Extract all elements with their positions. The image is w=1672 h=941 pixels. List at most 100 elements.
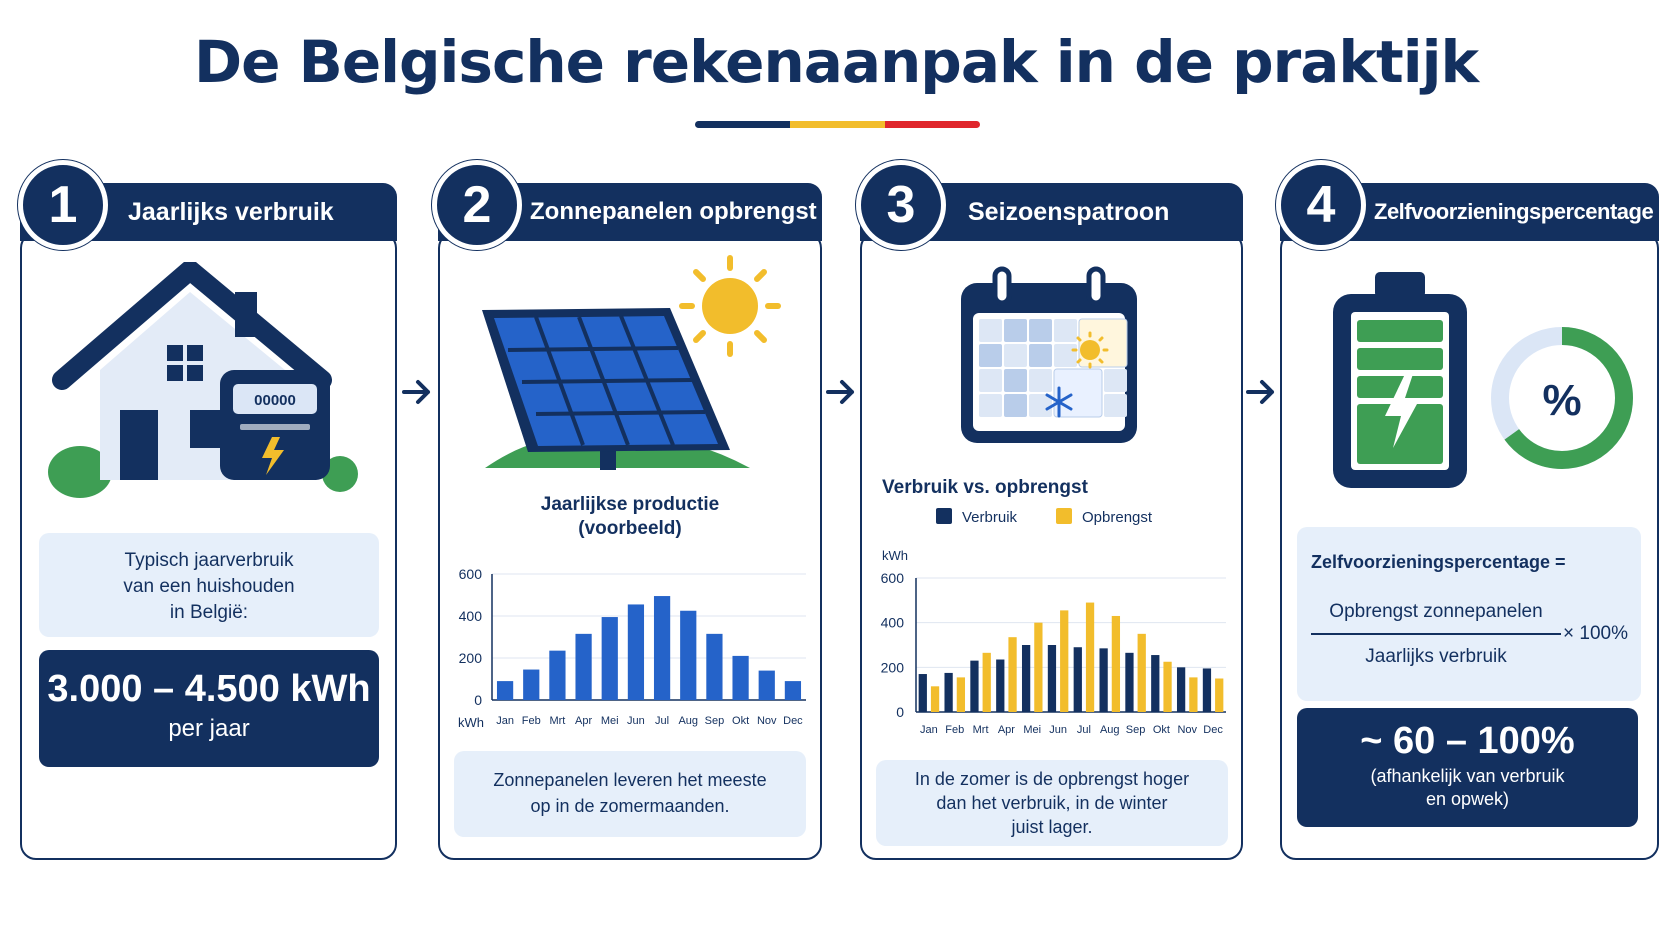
flag-stripe-yellow — [790, 121, 885, 128]
bar — [653, 596, 671, 700]
bar — [1111, 615, 1121, 712]
bar — [784, 681, 802, 700]
comparison-bar-chart: Verbruik Opbrengst kWh 0 200 400 600 Jan Feb Mrt A… — [881, 508, 1226, 736]
x-tick-label: Mei — [601, 715, 619, 727]
calendar-day-cell — [979, 344, 1002, 367]
y-axis-label: kWh — [458, 715, 484, 730]
bar — [1163, 661, 1172, 712]
page-title: De Belgische rekenaanpak in de praktijk — [193, 28, 1479, 96]
result-note-line: (afhankelijk van verbruik — [1370, 766, 1565, 786]
bar — [706, 633, 723, 700]
step-1-heading: Jaarlijks verbruik — [128, 198, 334, 226]
house-meter-illustration: 00000 — [48, 262, 358, 498]
solar-panel-illustration — [482, 255, 781, 470]
bar — [1137, 633, 1146, 712]
y-tick-label: 200 — [881, 659, 905, 675]
caption-line: op in de zomermaanden. — [530, 796, 730, 816]
bar — [496, 681, 514, 700]
bar — [918, 674, 927, 712]
x-tick-label: Jan — [496, 715, 514, 727]
meter-display: 00000 — [254, 392, 296, 409]
bar — [1008, 637, 1017, 712]
chart-title-line: (voorbeeld) — [578, 518, 682, 539]
bar — [523, 669, 540, 700]
fraction-line — [1311, 633, 1561, 635]
bar — [944, 672, 953, 712]
caption-line: juist lager. — [1011, 817, 1093, 837]
chart-title-line: Jaarlijkse productie — [540, 494, 720, 515]
bar — [1021, 645, 1031, 712]
lightning-icon — [1385, 374, 1417, 448]
flag-stripe-black — [695, 121, 790, 128]
bar — [1176, 667, 1186, 712]
calendar-day-cell — [1054, 319, 1077, 342]
bar — [758, 670, 775, 700]
calendar-day-cell — [1054, 344, 1077, 367]
percentage-gauge: % — [1491, 327, 1633, 469]
percent-icon: % — [1542, 376, 1581, 425]
y-tick-label: 0 — [896, 704, 904, 720]
x-tick-label: Aug — [678, 715, 698, 727]
arrow-right-icon — [826, 380, 854, 404]
caption-line: Zonnepanelen leveren het meeste — [493, 770, 767, 790]
caption-line: dan het verbruik, in de winter — [936, 793, 1168, 813]
lightning-icon — [262, 437, 284, 475]
calendar-day-cell — [1004, 369, 1027, 392]
y-tick-label: 600 — [881, 570, 905, 586]
bar — [732, 655, 749, 700]
x-tick-label: Sep — [1126, 724, 1146, 736]
x-tick-label: Apr — [998, 724, 1015, 736]
bar — [930, 686, 940, 712]
x-tick-label: Jun — [1049, 724, 1067, 736]
house-icon — [52, 262, 332, 390]
y-tick-label: 400 — [459, 608, 483, 624]
formula-numerator: Opbrengst zonnepanelen — [1329, 601, 1543, 622]
bar — [1073, 647, 1082, 712]
flag-bar — [695, 121, 980, 128]
x-tick-label: Mrt — [549, 715, 565, 727]
bar — [982, 652, 991, 712]
step-4-number: 4 — [1276, 160, 1366, 250]
x-tick-label: Mei — [1023, 724, 1041, 736]
calendar-day-cell — [1029, 394, 1052, 417]
bar — [680, 610, 697, 700]
x-tick-label: Jul — [1077, 724, 1091, 736]
bar — [1125, 652, 1134, 712]
y-tick-label: 0 — [474, 692, 482, 708]
y-tick-label: 400 — [881, 615, 905, 631]
calendar-day-cell — [1104, 394, 1127, 417]
bar — [1060, 610, 1069, 712]
result-box: ~ 60 – 100% (afhankelijk van verbruik en… — [1297, 708, 1638, 827]
step-4-heading: Zelfvoorzieningspercentage — [1374, 199, 1654, 224]
bar — [549, 650, 566, 700]
bar — [601, 617, 618, 700]
snowflake-icon — [1045, 386, 1073, 418]
bar — [996, 659, 1005, 712]
bar — [1189, 677, 1198, 712]
legend-swatch — [936, 508, 952, 524]
step-1-value-box: 3.000 – 4.500 kWh per jaar — [39, 650, 379, 767]
bar — [1047, 645, 1057, 712]
formula-multiplier: × 100% — [1563, 623, 1628, 644]
bar — [956, 677, 966, 712]
result-value: ~ 60 – 100% — [1360, 720, 1575, 762]
x-tick-label: Nov — [1177, 724, 1197, 736]
x-tick-label: Dec — [1203, 724, 1223, 736]
battery-icon — [1333, 272, 1467, 488]
consumption-value: 3.000 – 4.500 kWh — [47, 668, 371, 710]
step-1-description: Typisch jaarverbruik van een huishouden … — [39, 533, 379, 637]
formula-label: Zelfvoorzieningspercentage = — [1311, 552, 1566, 572]
step-2-number: 2 — [432, 160, 522, 250]
x-tick-label: Okt — [1153, 724, 1170, 736]
step-1-number: 1 — [18, 160, 108, 250]
step-3-heading: Seizoenspatroon — [968, 198, 1170, 226]
desc-line: Typisch jaarverbruik — [124, 550, 294, 571]
x-tick-label: Okt — [732, 715, 749, 727]
bar — [1202, 668, 1212, 712]
comparison-chart-title: Verbruik vs. opbrengst — [882, 477, 1088, 498]
production-chart-title: Jaarlijkse productie (voorbeeld) — [500, 493, 760, 541]
calendar-day-cell — [1104, 369, 1127, 392]
x-tick-label: Nov — [757, 715, 777, 727]
y-tick-label: 600 — [459, 566, 483, 582]
sun-icon — [679, 255, 781, 357]
